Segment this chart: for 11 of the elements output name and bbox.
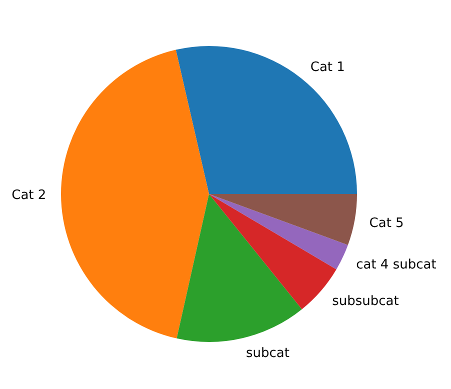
pie-slice xyxy=(61,50,209,338)
slice-label: Cat 2 xyxy=(12,188,46,204)
slice-label: cat 4 subcat xyxy=(356,257,436,272)
pie-slice xyxy=(176,194,302,342)
slice-label: Cat 1 xyxy=(310,60,345,76)
slice-label: subsubcat xyxy=(332,294,399,310)
pie-slice xyxy=(176,46,357,194)
slice-label: subcat xyxy=(246,346,290,362)
slice-label: Cat 5 xyxy=(369,216,404,232)
pie-slice xyxy=(209,194,348,270)
pie-slice xyxy=(209,194,357,246)
